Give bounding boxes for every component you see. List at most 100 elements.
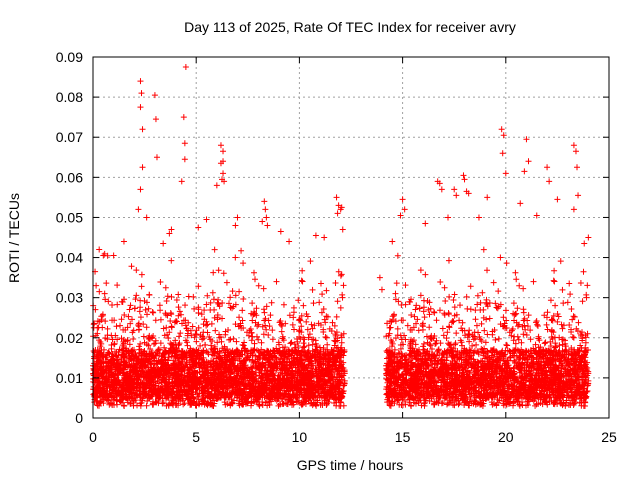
data-point <box>259 218 266 225</box>
data-point <box>166 230 173 237</box>
x-tick-label: 5 <box>192 429 200 445</box>
data-point <box>575 192 582 199</box>
data-point <box>195 224 202 231</box>
data-point <box>135 206 142 213</box>
data-point <box>217 142 224 149</box>
data-point <box>521 168 528 175</box>
data-point <box>264 222 271 229</box>
data-point <box>180 114 187 121</box>
data-point <box>574 164 581 171</box>
y-tick-label: 0.01 <box>56 370 83 386</box>
data-point <box>151 92 158 99</box>
data-point <box>499 150 506 157</box>
data-point <box>120 238 127 245</box>
data-point <box>438 186 445 193</box>
y-tick-label: 0.07 <box>56 129 83 145</box>
data-point <box>339 226 346 233</box>
data-point <box>389 238 396 245</box>
data-point <box>399 196 406 203</box>
data-point <box>137 78 144 85</box>
y-tick-label: 0.09 <box>56 49 83 65</box>
data-point <box>500 132 507 139</box>
x-axis-label: GPS time / hours <box>297 457 404 473</box>
data-point <box>96 246 103 253</box>
data-point-cloud <box>90 246 592 409</box>
data-points <box>90 64 592 409</box>
data-point <box>93 282 100 289</box>
y-axis-label: ROTI / TECUs <box>6 193 22 283</box>
data-point <box>334 210 341 217</box>
data-point <box>570 206 577 213</box>
data-point <box>570 142 577 149</box>
y-tick-label: 0.08 <box>56 89 83 105</box>
data-point <box>502 170 509 177</box>
data-point <box>333 194 340 201</box>
y-tick-label: 0.03 <box>56 290 83 306</box>
data-point <box>533 212 540 219</box>
data-point <box>461 176 468 183</box>
axis-ticks: 0 0.01 0.02 0.03 0.04 0.05 0.06 0.07 0.08 0.09 0 5 1… <box>56 49 617 445</box>
data-point <box>376 274 383 281</box>
data-point <box>523 136 530 143</box>
y-tick-label: 0.05 <box>56 209 83 225</box>
x-tick-label: 15 <box>395 429 411 445</box>
data-point <box>263 214 270 221</box>
data-point <box>546 178 553 185</box>
data-point <box>498 126 505 133</box>
data-point <box>153 154 160 161</box>
data-point <box>422 220 429 227</box>
data-point <box>232 222 239 229</box>
x-tick-label: 25 <box>601 429 617 445</box>
data-point <box>137 186 144 193</box>
data-point <box>312 232 319 239</box>
x-tick-label: 0 <box>89 429 97 445</box>
data-point <box>554 196 561 203</box>
data-point <box>181 140 188 147</box>
data-point <box>181 156 188 163</box>
data-point <box>221 178 228 185</box>
x-tick-label: 20 <box>498 429 514 445</box>
data-point <box>100 252 107 259</box>
data-point <box>321 234 328 241</box>
data-point <box>397 212 404 219</box>
data-point <box>581 240 588 247</box>
data-point <box>475 214 482 221</box>
data-point <box>544 164 551 171</box>
data-point <box>517 200 524 207</box>
data-point <box>220 170 227 177</box>
data-point <box>139 126 146 133</box>
data-point <box>160 240 167 247</box>
data-point <box>525 158 532 165</box>
data-point <box>262 206 269 213</box>
y-tick-label: 0.04 <box>56 250 83 266</box>
data-point <box>152 116 159 123</box>
data-point <box>138 90 145 97</box>
data-point <box>220 148 227 155</box>
data-point <box>460 172 467 179</box>
data-point <box>401 206 408 213</box>
chart-title: Day 113 of 2025, Rate Of TEC Index for r… <box>184 19 516 35</box>
data-point <box>137 104 144 111</box>
data-point <box>378 286 385 293</box>
data-point <box>445 214 452 221</box>
data-point <box>453 192 460 199</box>
data-point <box>178 178 185 185</box>
data-point <box>220 158 227 165</box>
data-point <box>168 226 175 233</box>
data-point <box>277 228 284 235</box>
data-point <box>484 194 491 201</box>
plot-frame <box>92 56 610 419</box>
data-point <box>203 216 210 223</box>
data-point <box>139 164 146 171</box>
data-point <box>585 234 592 241</box>
data-point <box>261 198 268 205</box>
data-point <box>338 204 345 211</box>
data-point <box>234 214 241 221</box>
data-point <box>213 182 220 189</box>
data-point <box>143 214 150 221</box>
data-point <box>451 186 458 193</box>
y-tick-label: 0.06 <box>56 169 83 185</box>
data-point <box>572 148 579 155</box>
y-tick-label: 0.02 <box>56 330 83 346</box>
